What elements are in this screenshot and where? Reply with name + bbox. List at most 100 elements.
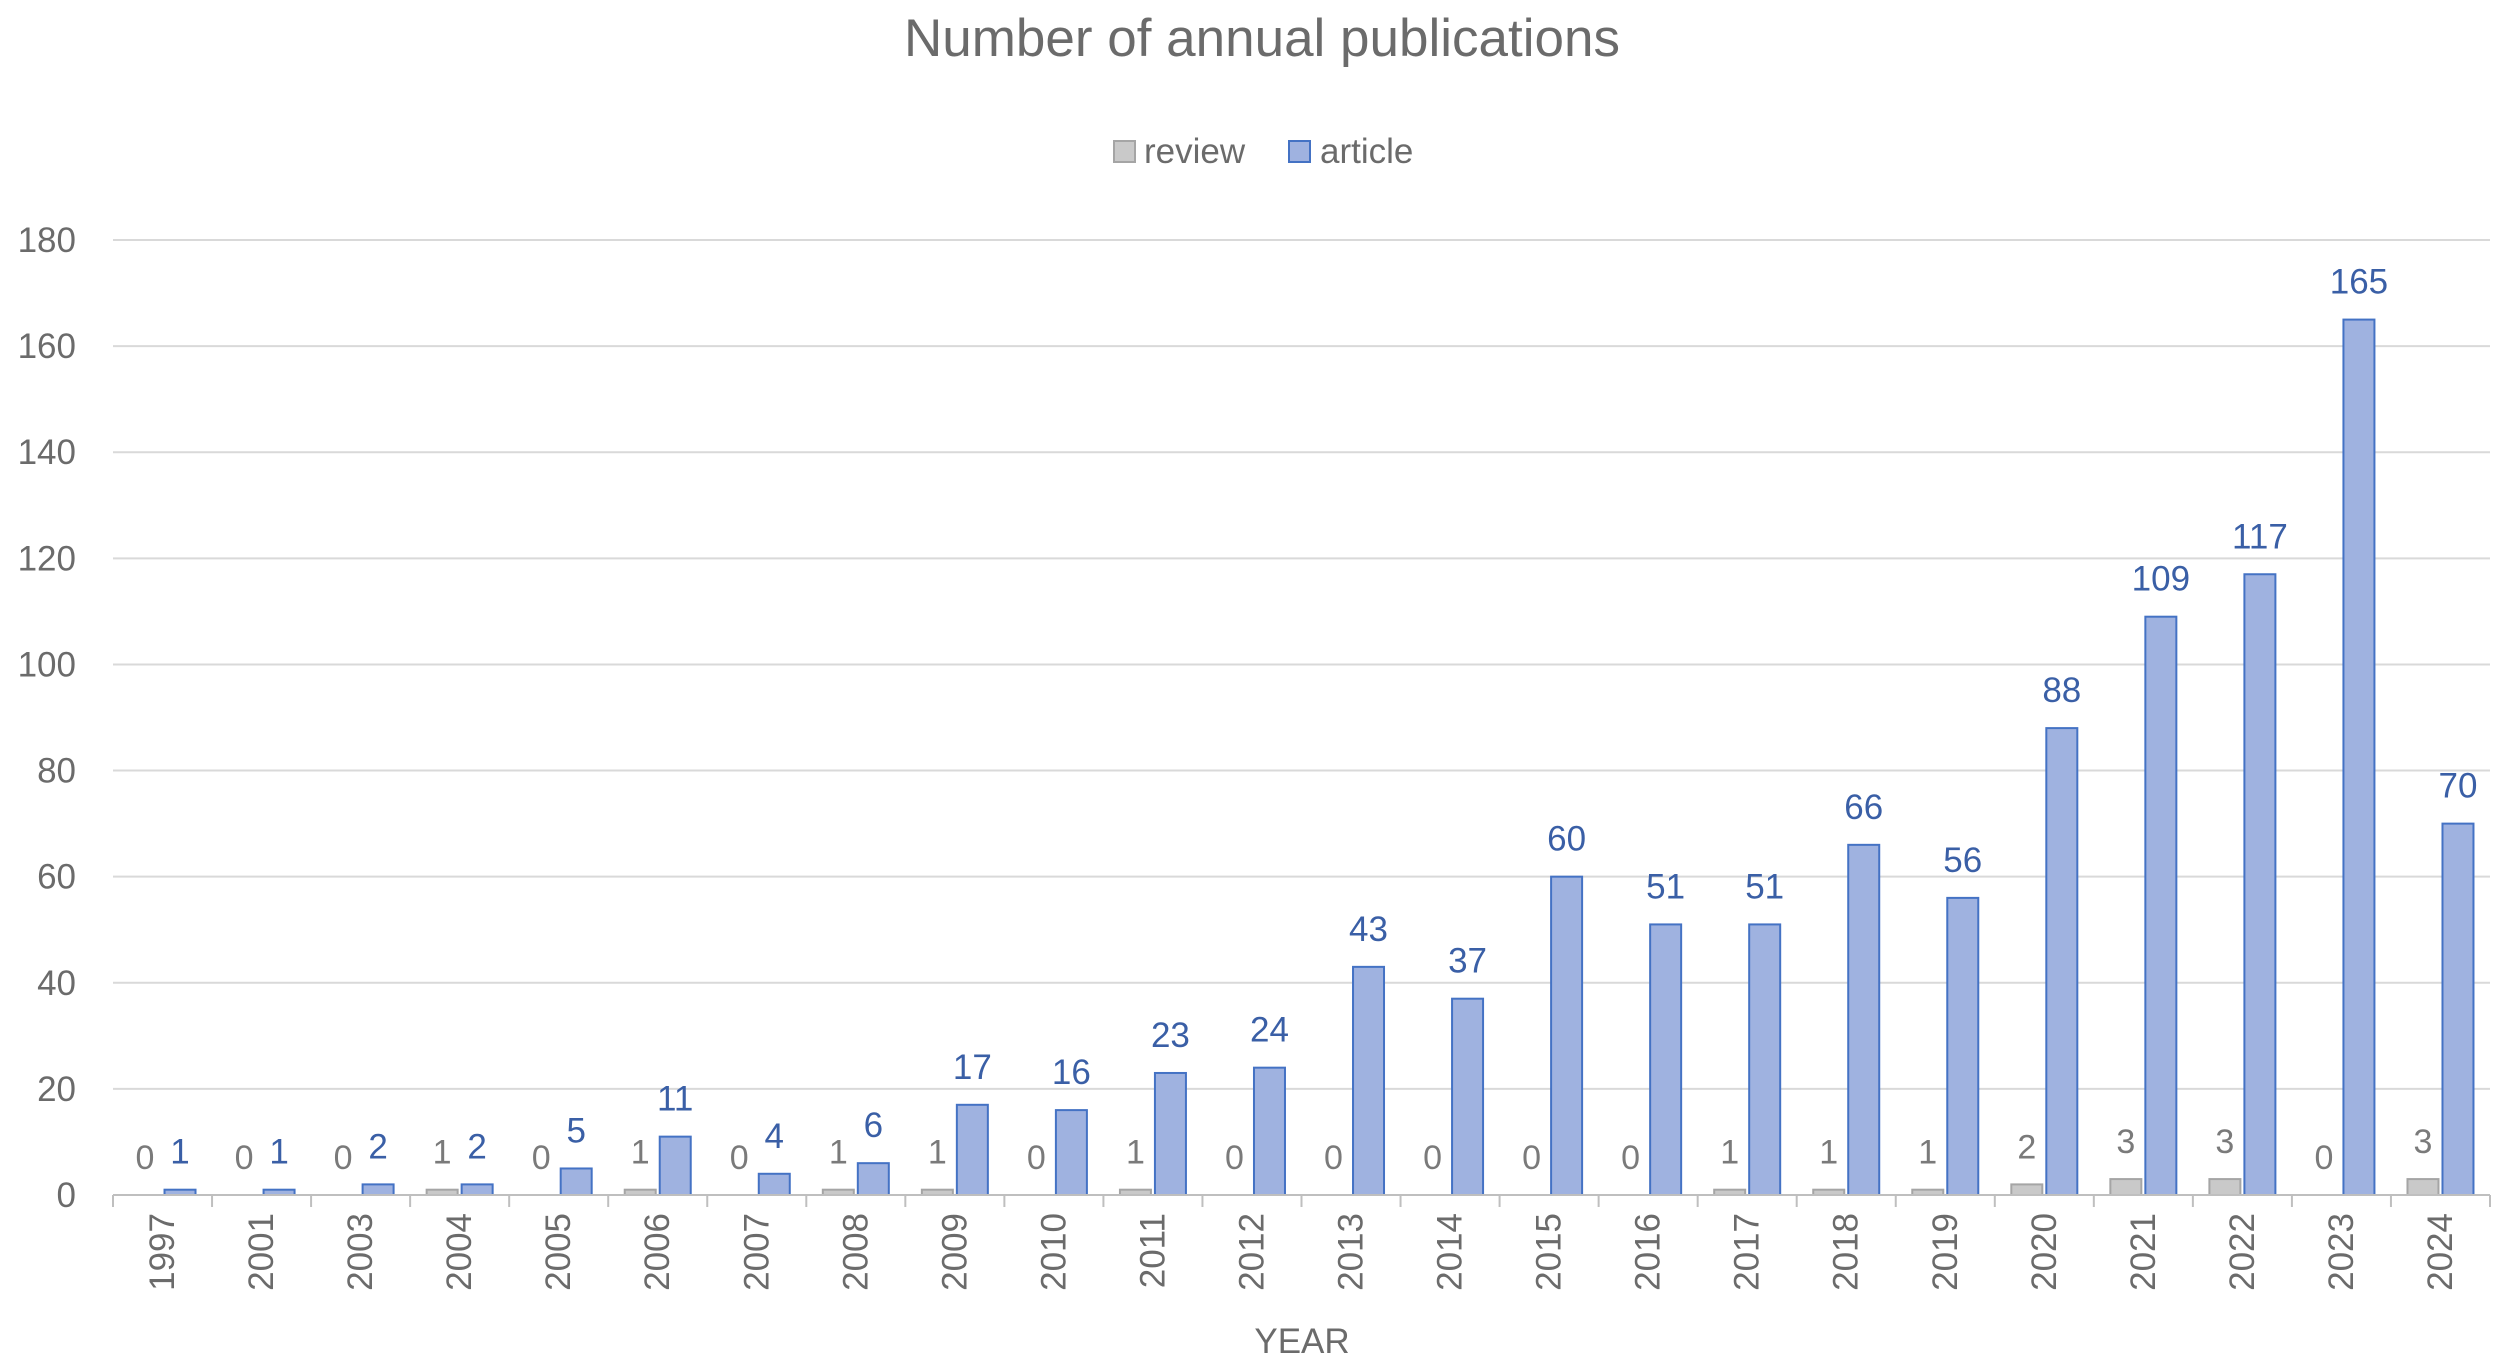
data-label-review-2024: 3 [2414,1123,2433,1161]
data-label-article-2011: 23 [1151,1016,1190,1055]
bar-article-2023 [2342,318,2376,1197]
data-label-review-2006: 1 [631,1134,650,1172]
data-label-review-2017: 1 [1720,1134,1739,1172]
data-label-review-2011: 1 [1126,1134,1145,1172]
legend-swatch-article [1288,140,1311,163]
bar-article-2003 [361,1183,395,1197]
data-label-review-2009: 1 [928,1134,947,1172]
bar-article-2009 [955,1103,989,1196]
data-label-article-2004: 2 [467,1127,486,1166]
bar-review-2024 [2406,1178,2440,1197]
legend-label-article: article [1320,132,1413,171]
bar-article-2019 [1946,896,1980,1197]
bar-article-2016 [1649,923,1683,1197]
data-label-review-2005: 0 [532,1139,551,1177]
data-label-article-2020: 88 [2042,671,2081,710]
y-tick-label: 180 [18,221,76,260]
data-label-review-2014: 0 [1423,1139,1442,1177]
legend-swatch-review [1113,140,1136,163]
data-label-article-2024: 70 [2439,767,2478,806]
x-tick-label-2017: 2017 [1728,1213,1767,1291]
y-axis-ticks: 0 20 40 60 80 100 120 140 160 180 [18,221,76,1215]
data-label-review-2012: 0 [1225,1139,1244,1177]
data-label-review-2008: 1 [829,1134,848,1172]
x-tick-label-2004: 2004 [440,1213,479,1291]
data-label-review-2013: 0 [1324,1139,1343,1177]
x-tick-label-2005: 2005 [539,1213,578,1291]
data-label-review-2019: 1 [1918,1134,1937,1172]
bar-article-2013 [1352,965,1386,1196]
x-tick-label-2022: 2022 [2223,1213,2262,1291]
x-tick-label-2023: 2023 [2322,1213,2361,1291]
data-label-article-2015: 60 [1547,820,1586,859]
bar-article-2021 [2144,615,2178,1196]
y-tick-label: 160 [18,327,76,366]
data-label-review-2016: 0 [1621,1139,1640,1177]
data-label-review-2021: 3 [2116,1123,2135,1161]
y-tick-label: 0 [57,1176,76,1215]
x-tick-label-2001: 2001 [242,1213,281,1291]
x-tick-label-1997: 1997 [143,1213,182,1291]
data-label-article-2009: 17 [953,1048,992,1087]
data-label-article-2018: 66 [1844,788,1883,827]
bar-article-2018 [1847,843,1881,1196]
y-tick-label: 80 [37,752,76,791]
x-tick-label-2015: 2015 [1530,1213,1569,1291]
y-tick-label: 20 [37,1070,76,1109]
gridlines [113,239,2490,1090]
data-label-review-2018: 1 [1819,1134,1838,1172]
bar-article-2022 [2243,573,2277,1196]
data-label-article-2023: 165 [2330,263,2388,302]
bar-article-2008 [856,1162,890,1196]
data-label-article-2007: 4 [765,1117,784,1156]
x-axis-title: YEAR [1254,1322,1349,1361]
data-label-article-2022: 117 [2232,517,2288,556]
data-label-article-2012: 24 [1250,1011,1289,1050]
x-tick-label-2011: 2011 [1133,1213,1172,1288]
bar-review-2022 [2208,1178,2242,1197]
x-tick-label-2016: 2016 [1629,1213,1668,1291]
x-tick-label-2009: 2009 [935,1213,974,1291]
x-tick-label-2010: 2010 [1034,1213,1073,1291]
x-tick-label-2021: 2021 [2124,1213,2163,1291]
bar-review-2021 [2109,1178,2143,1197]
data-label-article-2017: 51 [1745,867,1784,906]
chart-title: Number of annual publications [904,9,1620,68]
data-label-article-2008: 6 [864,1106,883,1145]
data-label-article-2005: 5 [566,1111,585,1150]
data-label-review-2023: 0 [2314,1139,2333,1177]
data-label-article-1997: 1 [170,1133,189,1172]
data-label-article-2016: 51 [1646,867,1685,906]
bar-article-2014 [1451,997,1485,1197]
bar-article-2005 [559,1167,593,1196]
x-tick-label-2024: 2024 [2421,1213,2460,1291]
x-tick-label-2008: 2008 [836,1213,875,1291]
data-label-article-2013: 43 [1349,910,1388,949]
data-label-review-2022: 3 [2215,1123,2234,1161]
bar-article-2024 [2441,822,2475,1196]
x-tick-label-2014: 2014 [1431,1213,1470,1291]
bar-article-2012 [1252,1066,1286,1196]
legend-label-review: review [1144,132,1246,171]
data-label-review-2015: 0 [1522,1139,1541,1177]
bar-article-2015 [1550,875,1584,1197]
y-tick-label: 120 [18,539,76,578]
bar-article-2010 [1054,1109,1088,1196]
data-label-article-2014: 37 [1448,942,1487,981]
y-tick-label: 60 [37,858,76,897]
data-label-review-2004: 1 [433,1134,452,1172]
data-label-article-2019: 56 [1943,841,1982,880]
data-label-review-2007: 0 [730,1139,749,1177]
data-label-article-2003: 2 [368,1127,387,1166]
bar-article-2017 [1748,923,1782,1197]
x-tick-label-2012: 2012 [1232,1213,1271,1291]
bar-article-2004 [460,1183,494,1197]
x-tick-label-2007: 2007 [737,1213,776,1291]
data-label-article-2010: 16 [1052,1053,1091,1092]
legend: review article [1113,132,1413,171]
data-label-article-2001: 1 [269,1133,288,1172]
x-tick-label-2013: 2013 [1332,1213,1371,1291]
data-label-review-1997: 0 [136,1139,155,1177]
